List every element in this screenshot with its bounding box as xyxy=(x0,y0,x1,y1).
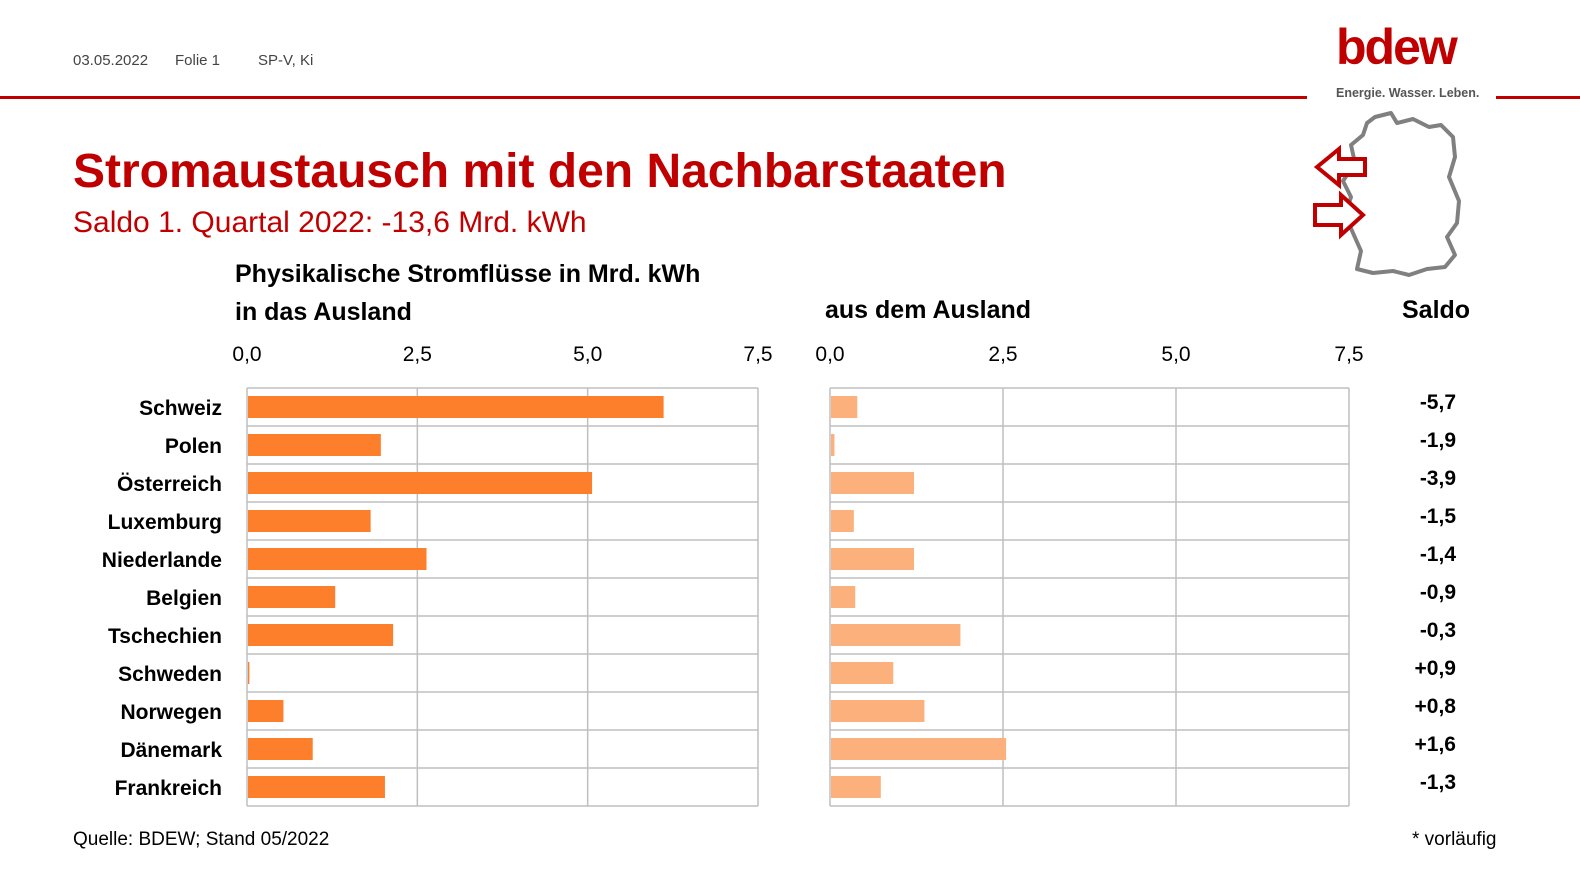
export-bar-6 xyxy=(248,624,394,646)
arrow-left-icon xyxy=(1313,144,1367,190)
saldo-value: +0,8 xyxy=(1415,695,1457,718)
page-title: Stromaustausch mit den Nachbarstaaten xyxy=(73,145,1007,198)
category-label: Luxemburg xyxy=(108,511,222,534)
saldo-value: -3,9 xyxy=(1420,467,1456,490)
import-bar-3 xyxy=(831,510,854,532)
import-bar-6 xyxy=(831,624,961,646)
export-tick-label: 0,0 xyxy=(232,343,261,366)
export-tick-label: 2,5 xyxy=(403,343,432,366)
saldo-value: -1,9 xyxy=(1420,429,1456,452)
export-bar-10 xyxy=(248,776,385,798)
export-bar-5 xyxy=(248,586,336,608)
import-bar-7 xyxy=(831,662,894,684)
import-bar-0 xyxy=(831,396,858,418)
export-bar-1 xyxy=(248,434,381,456)
saldo-value: -0,9 xyxy=(1420,581,1456,604)
header-rule-left xyxy=(0,96,1307,99)
category-label: Schweiz xyxy=(139,397,222,420)
category-label: Norwegen xyxy=(120,701,222,724)
export-bar-0 xyxy=(248,396,664,418)
import-tick-label: 2,5 xyxy=(988,343,1017,366)
footer-source: Quelle: BDEW; Stand 05/2022 xyxy=(73,829,330,850)
saldo-heading: Saldo xyxy=(1402,296,1471,324)
header-rule-right xyxy=(1496,96,1580,99)
header-date: 03.05.2022 xyxy=(73,52,149,69)
chart-heading-line2: in das Ausland xyxy=(235,298,412,326)
import-bar-2 xyxy=(831,472,915,494)
germany-map-icon xyxy=(1313,111,1461,277)
import-tick-label: 5,0 xyxy=(1161,343,1190,366)
header-slide: Folie 1 xyxy=(175,52,221,69)
export-bar-8 xyxy=(248,700,284,722)
export-bar-4 xyxy=(248,548,427,570)
chart-heading-line1: Physikalische Stromflüsse in Mrd. kWh xyxy=(235,260,701,288)
page-subtitle: Saldo 1. Quartal 2022: -13,6 Mrd. kWh xyxy=(73,206,587,239)
saldo-value: +1,6 xyxy=(1415,733,1456,756)
import-bar-8 xyxy=(831,700,925,722)
footer-note: * vorläufig xyxy=(1412,829,1497,850)
right-panel-heading: aus dem Ausland xyxy=(825,296,1032,324)
header-author: SP-V, Ki xyxy=(258,52,314,69)
category-label: Tschechien xyxy=(108,625,222,648)
saldo-value: -5,7 xyxy=(1420,391,1456,414)
export-tick-label: 7,5 xyxy=(743,343,772,366)
category-label: Frankreich xyxy=(115,777,222,800)
arrow-right-icon xyxy=(1313,190,1366,240)
export-tick-label: 5,0 xyxy=(573,343,602,366)
bdew-logo: bdew xyxy=(1336,19,1458,75)
saldo-value: -1,4 xyxy=(1420,543,1457,566)
category-label: Belgien xyxy=(146,587,222,610)
import-tick-label: 7,5 xyxy=(1334,343,1363,366)
category-label: Dänemark xyxy=(120,739,222,762)
import-tick-label: 0,0 xyxy=(815,343,844,366)
import-bar-1 xyxy=(831,434,835,456)
export-bar-9 xyxy=(248,738,313,760)
import-bar-4 xyxy=(831,548,915,570)
category-label: Österreich xyxy=(117,473,222,496)
import-bar-10 xyxy=(831,776,881,798)
export-bar-7 xyxy=(248,662,250,684)
import-bar-5 xyxy=(831,586,856,608)
saldo-value: -1,3 xyxy=(1420,771,1456,794)
saldo-value: -0,3 xyxy=(1420,619,1456,642)
category-label: Polen xyxy=(165,435,222,458)
bdew-tagline: Energie. Wasser. Leben. xyxy=(1336,86,1480,100)
export-bar-2 xyxy=(248,472,593,494)
import-bar-9 xyxy=(831,738,1007,760)
category-label: Schweden xyxy=(118,663,222,686)
saldo-value: -1,5 xyxy=(1420,505,1457,528)
saldo-value: +0,9 xyxy=(1415,657,1456,680)
export-bar-3 xyxy=(248,510,371,532)
category-label: Niederlande xyxy=(102,549,222,572)
